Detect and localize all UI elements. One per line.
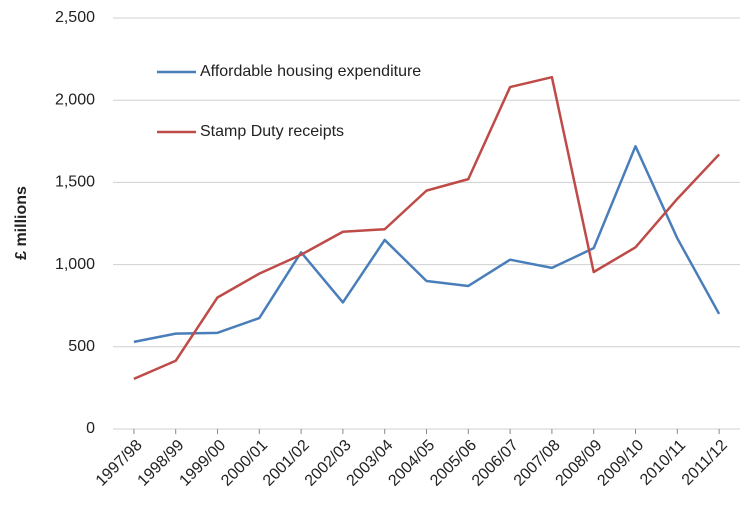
y-tick-label: 500 <box>68 338 95 355</box>
series-line <box>133 144 721 344</box>
x-tick-label: 2011/12 <box>679 437 731 489</box>
x-tick-label: 2009/10 <box>594 437 647 490</box>
series-line <box>133 75 721 381</box>
y-tick-label: 1,000 <box>55 256 95 273</box>
y-tick-label: 2,000 <box>55 91 95 108</box>
y-tick-label: 2,500 <box>55 9 95 26</box>
y-axis-title: £ millions <box>13 186 30 260</box>
y-tick-label: 0 <box>86 420 95 437</box>
legend-label: Stamp Duty receipts <box>200 123 344 140</box>
x-tick-label: 2010/11 <box>637 437 689 489</box>
legend-label: Affordable housing expenditure <box>200 63 421 80</box>
y-tick-label: 1,500 <box>55 174 95 191</box>
